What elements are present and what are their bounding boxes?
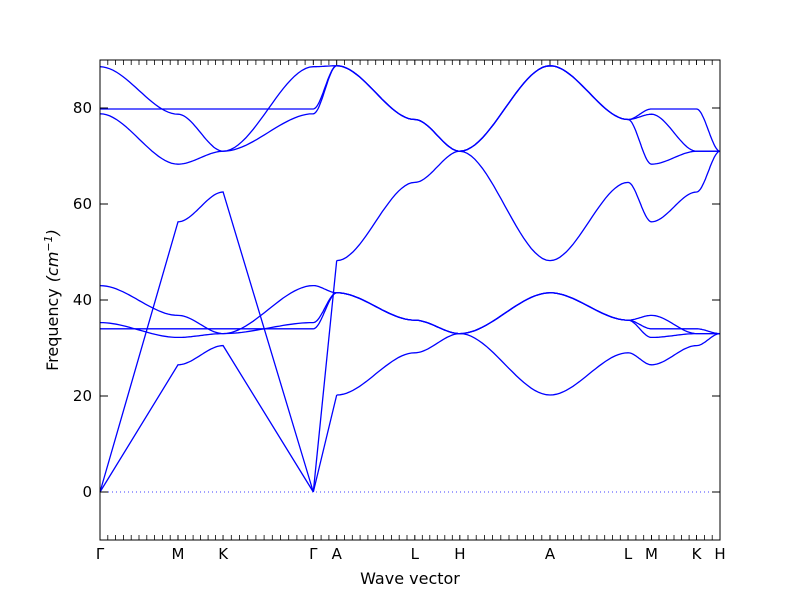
band-2-segment-1 [99,191,314,493]
y-axis-unit-close: ) [43,229,62,236]
y-tick-label-layer: 0 20 40 60 80 [73,99,92,501]
band-1-segment-2 [312,394,338,493]
band-1-segment-3 [336,332,460,396]
y-axis-title: Frequency (cm−1) [42,229,62,371]
x-tick-label: H [714,545,725,563]
band-8-segment-1 [99,65,460,152]
band-1-segment-5 [549,332,721,396]
band-7-segment-2 [459,65,721,152]
x-tick-label: Γ [96,545,105,563]
y-axis-title-text: Frequency [43,288,62,371]
band-8-segment-2 [459,65,720,152]
band-3-segment-1 [100,292,460,335]
x-tick-label: A [545,545,556,563]
x-tick-label: L [624,545,633,563]
band-2-segment-3 [336,150,460,262]
x-axis-title: Wave vector [360,569,460,588]
band-7-segment-1 [100,65,460,152]
y-tick-label: 20 [73,387,92,405]
x-tick-label: K [692,545,703,563]
y-axis-unit: (cm [43,252,62,283]
band-3-segment-2 [459,292,720,335]
band-6-segment-1 [99,65,460,165]
x-tick-label: M [645,545,658,563]
y-axis-unit-exponent: −1 [42,235,55,251]
x-tick-label: K [218,545,229,563]
band-6-segment-2 [459,65,720,165]
band-5-segment-2 [459,292,720,335]
y-tick-label: 60 [73,195,92,213]
x-tick-label: L [411,545,420,563]
band-4-segment-2 [459,292,720,339]
x-tick-label: H [454,545,465,563]
y-tick-label: 80 [73,99,92,117]
y-tick-label: 0 [82,483,92,501]
band-4-segment-1 [100,292,460,339]
y-tick-label: 40 [73,291,92,309]
band-1-segment-4 [459,332,551,396]
band-5-segment-1 [99,284,460,335]
series-layer [99,65,721,493]
x-tick-layer [99,60,721,540]
band-2-segment-5 [549,150,721,262]
x-tick-label: Γ [309,545,318,563]
band-2-segment-2 [312,260,338,493]
plot-frame [99,59,721,541]
band-2-segment-4 [459,150,551,262]
x-tick-label: A [332,545,343,563]
x-tick-label: M [172,545,185,563]
band-1-segment-1 [99,344,314,493]
y-tick-layer [100,107,720,493]
